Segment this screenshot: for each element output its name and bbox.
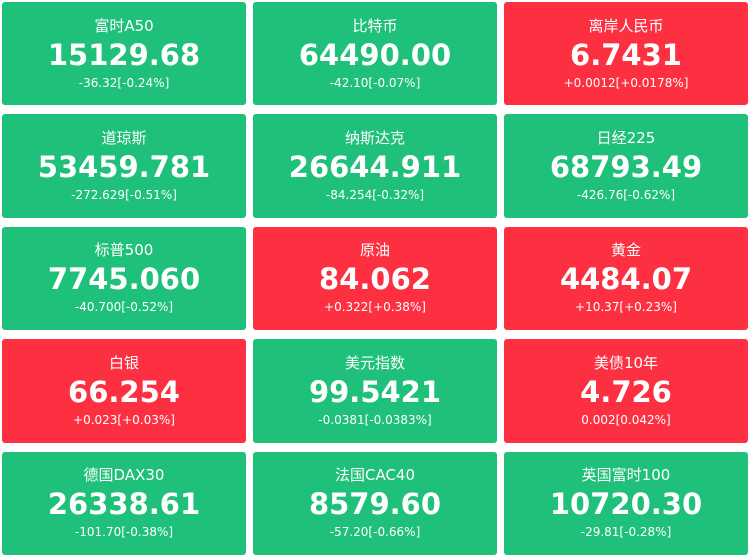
quote-price: 4484.07 [559,262,693,297]
quote-change: +10.37[+0.23%] [575,300,677,315]
quote-tile[interactable]: 纳斯达克 26644.911 -84.254[-0.32%] [253,114,497,218]
quote-price: 8579.60 [308,487,442,522]
quote-tile[interactable]: 富时A50 15129.68 -36.32[-0.24%] [2,2,246,106]
quote-name: 富时A50 [94,16,154,35]
quote-tile[interactable]: 标普500 7745.060 -40.700[-0.52%] [2,226,246,331]
quote-change: -84.254[-0.32%] [325,188,425,203]
quote-tile[interactable]: 美元指数 99.5421 -0.0381[-0.0383%] [253,339,497,443]
quote-change: -40.700[-0.52%] [74,300,174,315]
quote-price: 26644.911 [288,150,462,185]
quote-name: 美元指数 [344,353,405,372]
quote-name: 法国CAC40 [334,466,416,485]
quote-change: -36.32[-0.24%] [78,75,170,90]
quote-change: -101.70[-0.38%] [74,525,174,540]
quote-name: 比特币 [352,16,398,35]
quote-change: +0.0012[+0.0178%] [563,75,689,90]
quote-price: 64490.00 [298,37,452,72]
quote-name: 美债10年 [593,353,659,372]
quote-change: -426.76[-0.62%] [576,188,676,203]
quote-change: +0.023[+0.03%] [73,412,175,427]
quote-price: 84.062 [319,262,431,297]
quote-tile[interactable]: 比特币 64490.00 -42.10[-0.07%] [253,2,497,106]
quote-name: 原油 [359,241,390,260]
quote-name: 白银 [108,353,139,372]
quote-tile[interactable]: 日经225 68793.49 -426.76[-0.62%] [504,114,748,218]
quote-price: 10720.30 [549,487,703,522]
quote-price: 68793.49 [549,150,703,185]
quote-tile[interactable]: 原油 84.062 +0.322[+0.38%] [253,226,497,331]
quote-price: 99.5421 [308,374,442,409]
quote-price: 7745.060 [47,262,201,297]
quote-tile[interactable]: 黄金 4484.07 +10.37[+0.23%] [504,226,748,331]
quote-name: 纳斯达克 [344,129,405,148]
quote-tile[interactable]: 道琼斯 53459.781 -272.629[-0.51%] [2,114,246,218]
quote-name: 黄金 [610,241,641,260]
quote-name: 英国富时100 [581,466,671,485]
quote-price: 15129.68 [47,37,201,72]
quote-change: -272.629[-0.51%] [71,188,177,203]
quote-change: -0.0381[-0.0383%] [318,412,432,427]
quote-name: 离岸人民币 [588,16,664,35]
quote-change: 0.002[0.042%] [581,412,671,427]
quote-tile[interactable]: 离岸人民币 6.7431 +0.0012[+0.0178%] [504,2,748,106]
quote-price: 66.254 [68,374,180,409]
quote-tile[interactable]: 美债10年 4.726 0.002[0.042%] [504,339,748,443]
quote-name: 标普500 [94,241,154,260]
quote-tile[interactable]: 英国富时100 10720.30 -29.81[-0.28%] [504,451,748,555]
quote-price: 4.726 [580,374,672,409]
quote-name: 日经225 [596,129,656,148]
quote-tile[interactable]: 法国CAC40 8579.60 -57.20[-0.66%] [253,451,497,555]
quote-change: -42.10[-0.07%] [329,75,421,90]
quote-tile[interactable]: 白银 66.254 +0.023[+0.03%] [2,339,246,443]
quote-change: -29.81[-0.28%] [580,525,672,540]
quote-change: -57.20[-0.66%] [329,525,421,540]
quote-name: 道琼斯 [101,129,147,148]
quote-name: 德国DAX30 [83,466,165,485]
quote-price: 6.7431 [570,37,682,72]
quote-change: +0.322[+0.38%] [324,300,426,315]
quote-price: 26338.61 [47,487,201,522]
quote-price: 53459.781 [37,150,211,185]
quote-tile[interactable]: 德国DAX30 26338.61 -101.70[-0.38%] [2,451,246,555]
